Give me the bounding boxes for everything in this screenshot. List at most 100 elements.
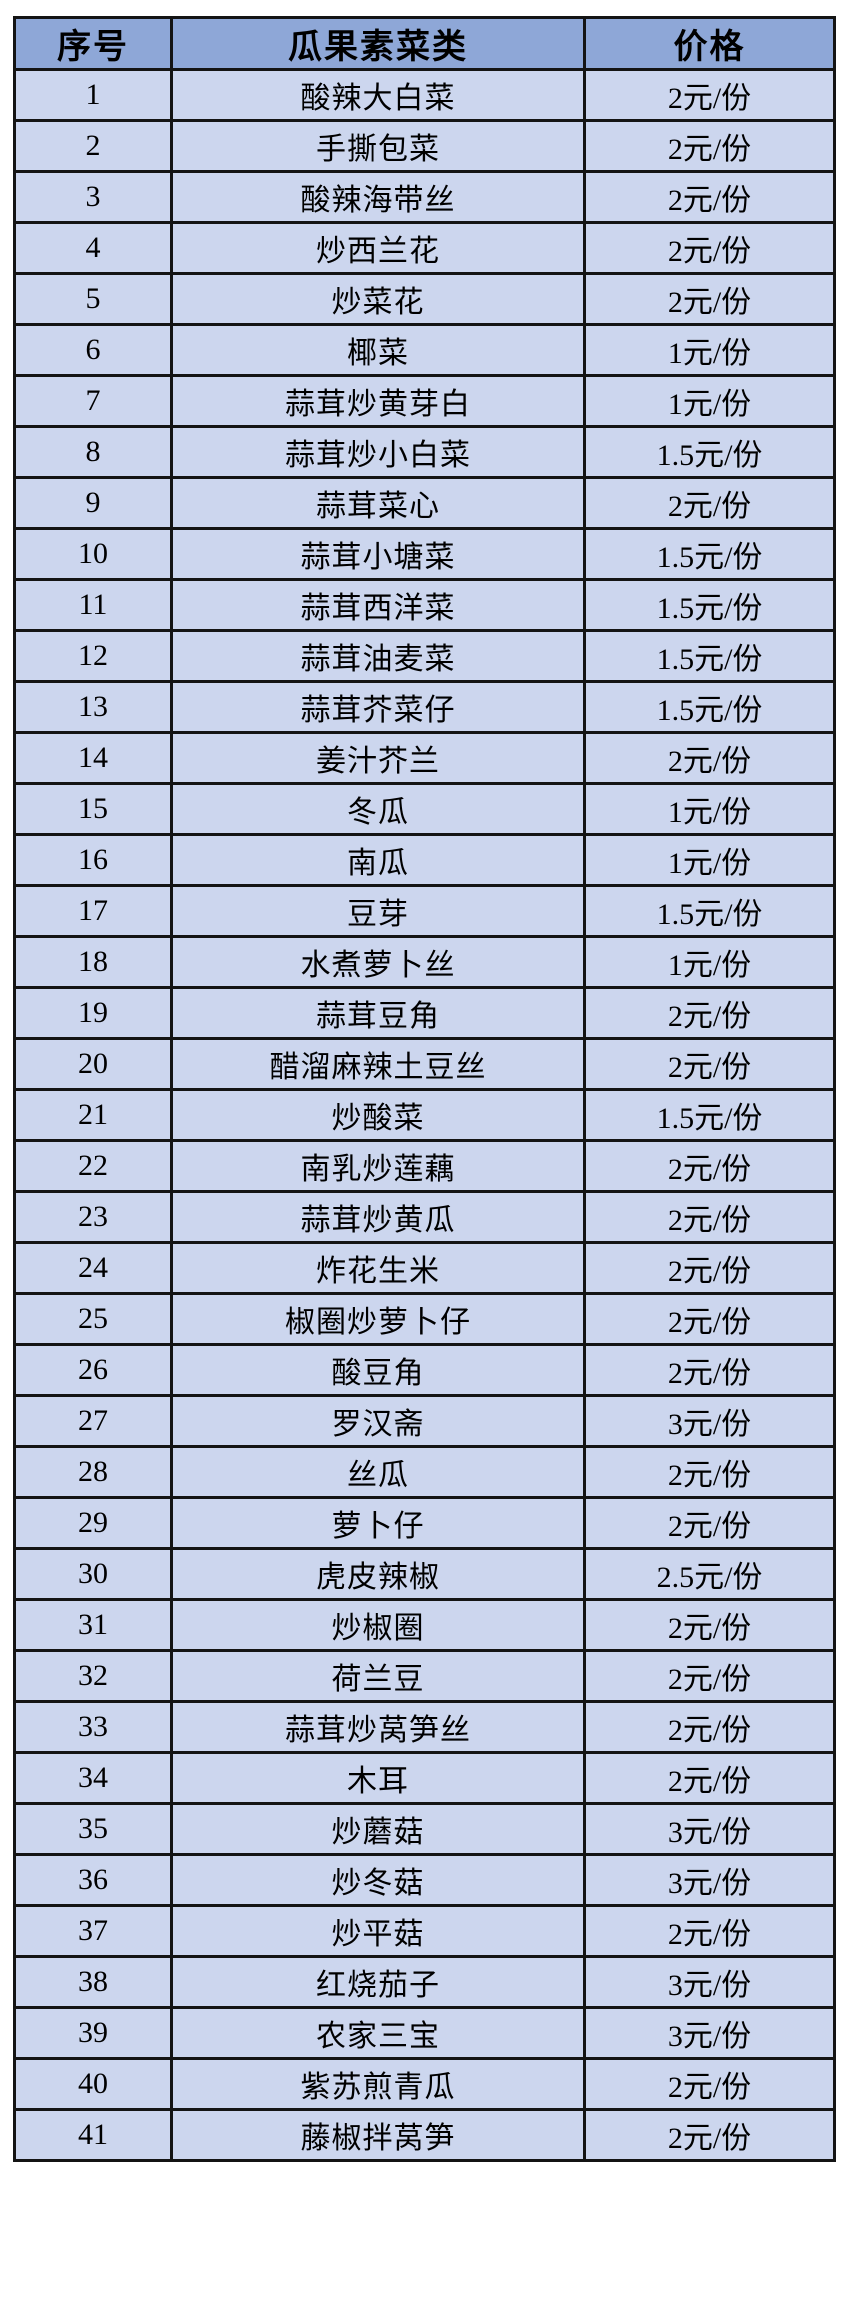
dish-price: 1元/份 bbox=[583, 935, 836, 989]
table-row: 3 酸辣海带丝 2元/份 bbox=[13, 170, 836, 224]
dish-price: 1.5元/份 bbox=[583, 425, 836, 479]
table-row: 22 南乳炒莲藕 2元/份 bbox=[13, 1139, 836, 1193]
header-category: 瓜果素菜类 bbox=[170, 16, 586, 71]
table-row: 36 炒冬菇 3元/份 bbox=[13, 1853, 836, 1907]
row-serial-number: 23 bbox=[13, 1190, 173, 1244]
dish-price: 1.5元/份 bbox=[583, 578, 836, 632]
row-serial-number: 10 bbox=[13, 527, 173, 581]
table-row: 28 丝瓜 2元/份 bbox=[13, 1445, 836, 1499]
dish-price: 2元/份 bbox=[583, 1037, 836, 1091]
dish-price: 2元/份 bbox=[583, 1751, 836, 1805]
dish-price: 2元/份 bbox=[583, 119, 836, 173]
table-row: 1 酸辣大白菜 2元/份 bbox=[13, 68, 836, 122]
dish-price: 2元/份 bbox=[583, 2057, 836, 2111]
dish-price: 3元/份 bbox=[583, 1802, 836, 1856]
dish-name: 蒜茸炒小白菜 bbox=[170, 425, 586, 479]
row-serial-number: 11 bbox=[13, 578, 173, 632]
dish-price: 2元/份 bbox=[583, 1649, 836, 1703]
table-row: 16 南瓜 1元/份 bbox=[13, 833, 836, 887]
row-serial-number: 27 bbox=[13, 1394, 173, 1448]
dish-price: 2.5元/份 bbox=[583, 1547, 836, 1601]
dish-price: 2元/份 bbox=[583, 2108, 836, 2162]
dish-name: 姜汁芥兰 bbox=[170, 731, 586, 785]
row-serial-number: 8 bbox=[13, 425, 173, 479]
row-serial-number: 12 bbox=[13, 629, 173, 683]
row-serial-number: 16 bbox=[13, 833, 173, 887]
dish-name: 蒜茸炒莴笋丝 bbox=[170, 1700, 586, 1754]
row-serial-number: 5 bbox=[13, 272, 173, 326]
dish-price: 1元/份 bbox=[583, 782, 836, 836]
dish-name: 炒冬菇 bbox=[170, 1853, 586, 1907]
dish-price: 1元/份 bbox=[583, 374, 836, 428]
row-serial-number: 38 bbox=[13, 1955, 173, 2009]
row-serial-number: 14 bbox=[13, 731, 173, 785]
row-serial-number: 22 bbox=[13, 1139, 173, 1193]
table-row: 25 椒圈炒萝卜仔 2元/份 bbox=[13, 1292, 836, 1346]
dish-price: 2元/份 bbox=[583, 476, 836, 530]
dish-price: 2元/份 bbox=[583, 68, 836, 122]
dish-name: 蒜茸油麦菜 bbox=[170, 629, 586, 683]
table-row: 40 紫苏煎青瓜 2元/份 bbox=[13, 2057, 836, 2111]
dish-name: 水煮萝卜丝 bbox=[170, 935, 586, 989]
table-row: 8 蒜茸炒小白菜 1.5元/份 bbox=[13, 425, 836, 479]
dish-price: 2元/份 bbox=[583, 1190, 836, 1244]
table-row: 10 蒜茸小塘菜 1.5元/份 bbox=[13, 527, 836, 581]
table-row: 17 豆芽 1.5元/份 bbox=[13, 884, 836, 938]
dish-price: 2元/份 bbox=[583, 1292, 836, 1346]
dish-price: 2元/份 bbox=[583, 1139, 836, 1193]
row-serial-number: 4 bbox=[13, 221, 173, 275]
dish-price: 2元/份 bbox=[583, 1241, 836, 1295]
dish-name: 蒜茸芥菜仔 bbox=[170, 680, 586, 734]
dish-name: 酸辣海带丝 bbox=[170, 170, 586, 224]
table-row: 12 蒜茸油麦菜 1.5元/份 bbox=[13, 629, 836, 683]
dish-price: 1.5元/份 bbox=[583, 527, 836, 581]
dish-price: 1.5元/份 bbox=[583, 629, 836, 683]
row-serial-number: 32 bbox=[13, 1649, 173, 1703]
dish-name: 南瓜 bbox=[170, 833, 586, 887]
row-serial-number: 24 bbox=[13, 1241, 173, 1295]
row-serial-number: 30 bbox=[13, 1547, 173, 1601]
row-serial-number: 34 bbox=[13, 1751, 173, 1805]
dish-name: 醋溜麻辣土豆丝 bbox=[170, 1037, 586, 1091]
dish-name: 蒜茸菜心 bbox=[170, 476, 586, 530]
table-row: 4 炒西兰花 2元/份 bbox=[13, 221, 836, 275]
dish-price: 3元/份 bbox=[583, 1394, 836, 1448]
dish-name: 虎皮辣椒 bbox=[170, 1547, 586, 1601]
dish-name: 蒜茸炒黄芽白 bbox=[170, 374, 586, 428]
row-serial-number: 26 bbox=[13, 1343, 173, 1397]
dish-name: 蒜茸西洋菜 bbox=[170, 578, 586, 632]
table-row: 11 蒜茸西洋菜 1.5元/份 bbox=[13, 578, 836, 632]
table-row: 39 农家三宝 3元/份 bbox=[13, 2006, 836, 2060]
row-serial-number: 21 bbox=[13, 1088, 173, 1142]
row-serial-number: 31 bbox=[13, 1598, 173, 1652]
table-row: 15 冬瓜 1元/份 bbox=[13, 782, 836, 836]
menu-table: 序号 瓜果素菜类 价格 1 酸辣大白菜 2元/份 2 手撕包菜 2元/份 3 酸… bbox=[13, 16, 836, 2162]
dish-name: 南乳炒莲藕 bbox=[170, 1139, 586, 1193]
table-row: 2 手撕包菜 2元/份 bbox=[13, 119, 836, 173]
dish-price: 2元/份 bbox=[583, 1343, 836, 1397]
dish-name: 木耳 bbox=[170, 1751, 586, 1805]
menu-table-body: 1 酸辣大白菜 2元/份 2 手撕包菜 2元/份 3 酸辣海带丝 2元/份 4 … bbox=[13, 68, 836, 2162]
dish-price: 2元/份 bbox=[583, 731, 836, 785]
dish-price: 1.5元/份 bbox=[583, 680, 836, 734]
row-serial-number: 41 bbox=[13, 2108, 173, 2162]
row-serial-number: 2 bbox=[13, 119, 173, 173]
table-row: 32 荷兰豆 2元/份 bbox=[13, 1649, 836, 1703]
dish-price: 2元/份 bbox=[583, 1904, 836, 1958]
header-serial-number: 序号 bbox=[13, 16, 173, 71]
table-row: 20 醋溜麻辣土豆丝 2元/份 bbox=[13, 1037, 836, 1091]
dish-name: 红烧茄子 bbox=[170, 1955, 586, 2009]
dish-name: 豆芽 bbox=[170, 884, 586, 938]
table-row: 27 罗汉斋 3元/份 bbox=[13, 1394, 836, 1448]
row-serial-number: 37 bbox=[13, 1904, 173, 1958]
dish-price: 1.5元/份 bbox=[583, 1088, 836, 1142]
row-serial-number: 9 bbox=[13, 476, 173, 530]
table-row: 14 姜汁芥兰 2元/份 bbox=[13, 731, 836, 785]
dish-price: 2元/份 bbox=[583, 986, 836, 1040]
row-serial-number: 39 bbox=[13, 2006, 173, 2060]
dish-name: 炒椒圈 bbox=[170, 1598, 586, 1652]
dish-name: 炸花生米 bbox=[170, 1241, 586, 1295]
row-serial-number: 15 bbox=[13, 782, 173, 836]
table-row: 35 炒蘑菇 3元/份 bbox=[13, 1802, 836, 1856]
dish-name: 荷兰豆 bbox=[170, 1649, 586, 1703]
